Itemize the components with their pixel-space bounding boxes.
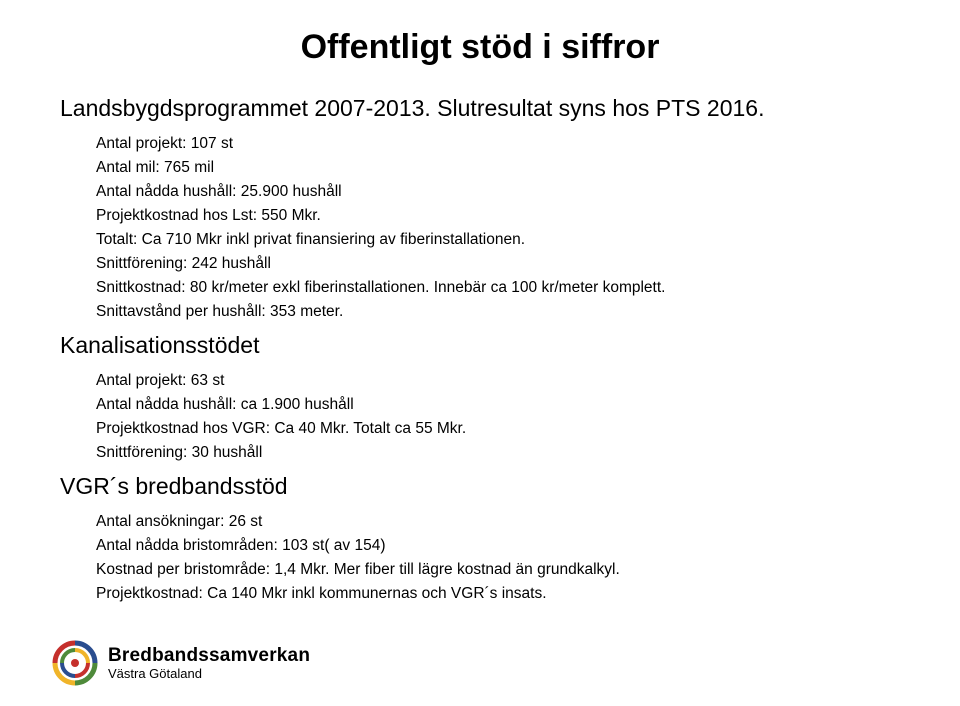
logo-text: Bredbandssamverkan Västra Götaland bbox=[108, 646, 310, 681]
body-line: Projektkostnad hos Lst: 550 Mkr. bbox=[96, 204, 900, 228]
section-heading: Kanalisationsstödet bbox=[60, 332, 900, 359]
body-line: Antal nådda hushåll: 25.900 hushåll bbox=[96, 180, 900, 204]
body-line: Kostnad per bristområde: 1,4 Mkr. Mer fi… bbox=[96, 558, 900, 582]
logo-icon bbox=[52, 640, 98, 686]
body-line: Totalt: Ca 710 Mkr inkl privat finansier… bbox=[96, 228, 900, 252]
body-line: Snittavstånd per hushåll: 353 meter. bbox=[96, 300, 900, 324]
logo-sub: Västra Götaland bbox=[108, 667, 310, 681]
body-line: Antal projekt: 107 st bbox=[96, 132, 900, 156]
body-line: Snittkostnad: 80 kr/meter exkl fiberinst… bbox=[96, 276, 900, 300]
page-title: Offentligt stöd i siffror bbox=[60, 28, 900, 67]
body-line: Snittförening: 242 hushåll bbox=[96, 252, 900, 276]
body-line: Antal ansökningar: 26 st bbox=[96, 510, 900, 534]
body-line: Projektkostnad: Ca 140 Mkr inkl kommuner… bbox=[96, 582, 900, 606]
body-line: Projektkostnad hos VGR: Ca 40 Mkr. Total… bbox=[96, 417, 900, 441]
section-body: Antal projekt: 63 st Antal nådda hushåll… bbox=[96, 369, 900, 465]
section-heading: VGR´s bredbandsstöd bbox=[60, 473, 900, 500]
section-landsbygd: Landsbygdsprogrammet 2007-2013. Slutresu… bbox=[60, 95, 900, 324]
body-line: Snittförening: 30 hushåll bbox=[96, 441, 900, 465]
section-kanalisation: Kanalisationsstödet Antal projekt: 63 st… bbox=[60, 332, 900, 465]
logo: Bredbandssamverkan Västra Götaland bbox=[52, 640, 310, 686]
logo-main: Bredbandssamverkan bbox=[108, 646, 310, 666]
section-body: Antal ansökningar: 26 st Antal nådda bri… bbox=[96, 510, 900, 606]
body-line: Antal nådda bristområden: 103 st( av 154… bbox=[96, 534, 900, 558]
section-vgr: VGR´s bredbandsstöd Antal ansökningar: 2… bbox=[60, 473, 900, 606]
section-heading: Landsbygdsprogrammet 2007-2013. Slutresu… bbox=[60, 95, 900, 122]
body-line: Antal nådda hushåll: ca 1.900 hushåll bbox=[96, 393, 900, 417]
section-body: Antal projekt: 107 st Antal mil: 765 mil… bbox=[96, 132, 900, 324]
body-line: Antal mil: 765 mil bbox=[96, 156, 900, 180]
body-line: Antal projekt: 63 st bbox=[96, 369, 900, 393]
